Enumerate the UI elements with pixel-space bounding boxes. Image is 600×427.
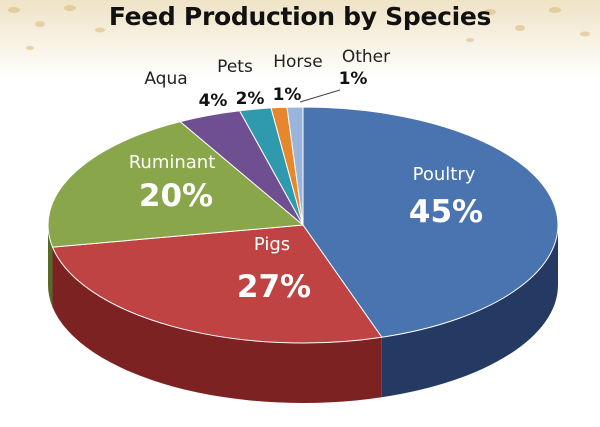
grain-background — [0, 0, 600, 80]
slice-label-pigs: Pigs — [254, 234, 290, 255]
slice-value-poultry: 45% — [409, 194, 483, 230]
slice-label-ruminant: Ruminant — [129, 152, 216, 173]
slice-label-pets: Pets — [217, 57, 253, 77]
pie-slice-other — [286, 106, 304, 226]
pie-labels: Poultry 45% Pigs 27% Ruminant 20% Aqua 4% Pets 2%… — [129, 47, 483, 305]
pie-side-poultry — [381, 225, 558, 398]
pie-slice-pigs — [51, 224, 383, 344]
slice-label-horse: Horse — [273, 52, 323, 72]
slice-value-horse: 1% — [273, 85, 302, 105]
slice-label-other: Other — [342, 47, 390, 67]
pie-slice-poultry — [302, 106, 559, 338]
slice-value-aqua: 4% — [199, 91, 228, 111]
leader-line-other — [299, 89, 341, 103]
slice-value-pigs: 27% — [237, 269, 311, 305]
pie-top — [47, 106, 559, 344]
chart-title: Feed Production by Species — [108, 2, 492, 31]
slice-label-aqua: Aqua — [144, 69, 187, 89]
slice-value-ruminant: 20% — [139, 178, 213, 214]
slice-value-other: 1% — [339, 69, 368, 89]
pie-slice-ruminant — [47, 121, 305, 248]
pie-side-pigs — [52, 247, 382, 404]
slice-value-pets: 2% — [236, 89, 265, 109]
slice-label-poultry: Poultry — [413, 164, 476, 185]
